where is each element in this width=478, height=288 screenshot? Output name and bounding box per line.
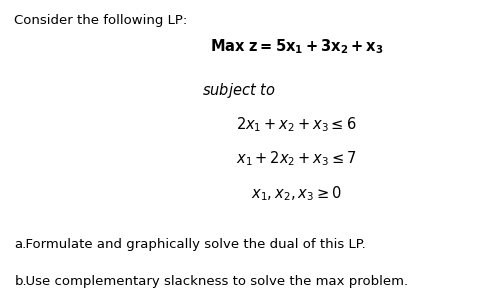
Text: $\mathit{subject\ to}$: $\mathit{subject\ to}$ (202, 81, 276, 100)
Text: $x_1, x_2, x_3 \geq 0$: $x_1, x_2, x_3 \geq 0$ (251, 184, 342, 203)
Text: $x_1 + 2x_2 + x_3 \leq 7$: $x_1 + 2x_2 + x_3 \leq 7$ (236, 150, 357, 168)
Text: Use complementary slackness to solve the max problem.: Use complementary slackness to solve the… (17, 275, 408, 288)
Text: $2x_1 + x_2 + x_3 \leq 6$: $2x_1 + x_2 + x_3 \leq 6$ (236, 115, 357, 134)
Text: Formulate and graphically solve the dual of this LP.: Formulate and graphically solve the dual… (17, 238, 366, 251)
Text: $\mathbf{Max\ z = 5x_1 + 3x_2 + x_3}$: $\mathbf{Max\ z = 5x_1 + 3x_2 + x_3}$ (210, 37, 383, 56)
Text: Consider the following LP:: Consider the following LP: (14, 14, 187, 27)
Text: b.: b. (14, 275, 27, 288)
Text: a.: a. (14, 238, 27, 251)
